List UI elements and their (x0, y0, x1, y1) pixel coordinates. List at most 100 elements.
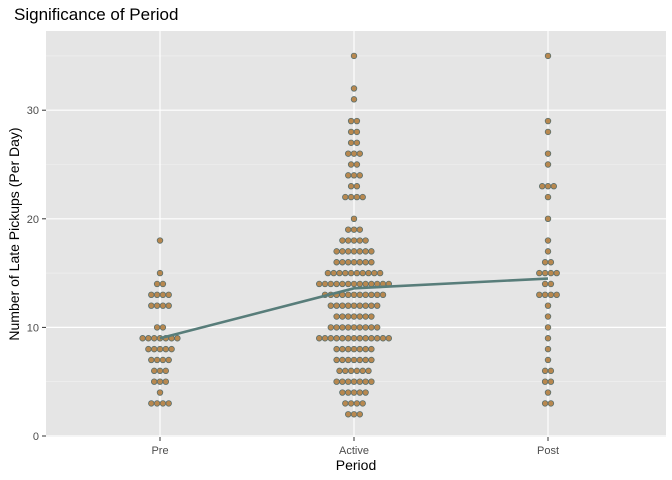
data-point (139, 335, 146, 342)
data-point (544, 389, 552, 396)
data-point (350, 389, 358, 396)
data-point (145, 345, 152, 353)
data-point (547, 400, 555, 407)
data-point (316, 280, 323, 288)
data-point (362, 313, 369, 320)
data-point (347, 117, 355, 125)
data-point (333, 324, 340, 331)
data-point (368, 378, 375, 385)
data-point (365, 269, 372, 277)
data-point (339, 389, 346, 396)
data-point (347, 161, 355, 168)
data-point (347, 193, 355, 201)
chart-title: Significance of Period (14, 5, 179, 24)
data-point (385, 335, 392, 342)
x-tick-label: Active (339, 445, 369, 457)
data-point (162, 345, 169, 353)
data-point (359, 367, 366, 375)
data-point (347, 367, 355, 375)
data-point (333, 356, 340, 364)
y-tick-label: 30 (27, 105, 39, 117)
data-point (350, 378, 358, 385)
data-point (350, 248, 358, 255)
data-point (356, 356, 363, 364)
data-point (362, 324, 369, 331)
data-point (333, 259, 340, 266)
data-point (353, 139, 361, 146)
data-point (156, 389, 164, 396)
data-point (347, 183, 355, 190)
data-point (359, 269, 366, 277)
data-point (353, 183, 361, 190)
x-axis-ticks: Pre Active Post (151, 437, 559, 457)
data-point (324, 269, 332, 277)
data-point (345, 389, 352, 396)
data-point (345, 411, 352, 418)
data-point (353, 367, 361, 375)
data-point (356, 291, 363, 299)
data-point (356, 324, 363, 331)
data-point (362, 389, 369, 396)
y-axis-ticks: 0 10 20 30 (27, 105, 46, 443)
data-point (345, 302, 352, 309)
data-point (339, 324, 346, 331)
data-point (353, 193, 361, 201)
data-point (347, 128, 355, 136)
data-point (327, 280, 334, 288)
data-point (374, 291, 381, 299)
data-point (333, 345, 340, 353)
data-point (159, 356, 167, 364)
data-point (345, 237, 352, 244)
data-point (350, 324, 358, 331)
data-point (350, 411, 358, 418)
data-point (368, 345, 375, 353)
data-point (156, 378, 164, 385)
data-point (544, 193, 552, 201)
data-point (544, 345, 552, 353)
data-point (539, 183, 546, 190)
data-point (153, 280, 161, 288)
data-point (362, 291, 369, 299)
data-point (345, 280, 352, 288)
data-point (353, 117, 361, 125)
data-point (368, 248, 375, 255)
data-point (162, 367, 169, 375)
data-point (339, 345, 346, 353)
data-point (342, 269, 349, 277)
data-point (541, 291, 549, 299)
data-point (368, 291, 375, 299)
data-point (553, 269, 560, 277)
data-point (353, 269, 361, 277)
data-point (150, 335, 158, 342)
data-point (345, 150, 352, 157)
data-point (350, 335, 358, 342)
data-point (544, 150, 552, 157)
data-point (374, 302, 381, 309)
data-point (350, 259, 358, 266)
data-point (544, 324, 552, 331)
mean-trend-line (159, 277, 549, 340)
data-point (362, 345, 369, 353)
data-point (379, 335, 387, 342)
data-point (547, 269, 555, 277)
data-point (339, 248, 346, 255)
data-point (350, 96, 358, 103)
data-point (339, 280, 346, 288)
x-tick-label: Pre (151, 445, 168, 457)
data-point (347, 400, 355, 407)
x-tick-label: Post (537, 445, 559, 457)
data-point (356, 335, 363, 342)
y-axis-title: Number of Late Pickups (Per Day) (6, 127, 22, 340)
data-point (356, 302, 363, 309)
data-point (339, 378, 346, 385)
data-point (362, 237, 369, 244)
data-point (350, 85, 358, 92)
data-point (544, 117, 552, 125)
data-point (365, 367, 372, 375)
data-point (356, 259, 363, 266)
data-point (339, 335, 346, 342)
mean-line-path (159, 277, 549, 340)
data-point (350, 237, 358, 244)
data-point (541, 280, 549, 288)
